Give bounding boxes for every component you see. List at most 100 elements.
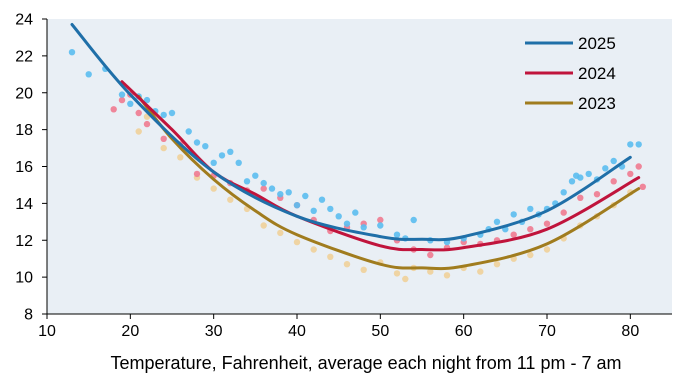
data-point bbox=[227, 148, 234, 155]
data-point bbox=[135, 128, 142, 135]
data-point bbox=[393, 270, 401, 277]
data-point bbox=[168, 109, 176, 117]
data-point bbox=[310, 207, 317, 214]
trend-line-2023 bbox=[137, 94, 641, 271]
x-tick-label: 30 bbox=[205, 323, 223, 340]
y-tick-label: 10 bbox=[15, 270, 33, 287]
x-tick-label: 10 bbox=[38, 323, 56, 340]
data-point bbox=[543, 220, 551, 227]
data-point bbox=[427, 268, 434, 275]
data-point bbox=[527, 226, 534, 233]
data-point bbox=[352, 209, 359, 216]
y-tick-label: 24 bbox=[15, 12, 33, 29]
data-point bbox=[560, 189, 567, 196]
data-point bbox=[577, 174, 584, 181]
data-point bbox=[185, 128, 192, 135]
data-point bbox=[527, 205, 534, 213]
legend-label-2025: 2025 bbox=[578, 34, 616, 53]
data-point bbox=[527, 251, 534, 259]
y-tick-label: 8 bbox=[24, 307, 33, 324]
data-point bbox=[560, 209, 567, 216]
data-point bbox=[252, 172, 259, 179]
data-point bbox=[627, 141, 634, 148]
data-point bbox=[402, 275, 409, 283]
x-tick-label: 40 bbox=[288, 323, 306, 340]
data-point bbox=[110, 106, 117, 113]
data-point bbox=[393, 231, 401, 238]
data-point bbox=[639, 183, 646, 190]
scatter-points bbox=[68, 49, 646, 283]
data-point bbox=[377, 222, 384, 229]
trend-line-2025 bbox=[70, 23, 632, 242]
data-point bbox=[210, 185, 217, 192]
data-point bbox=[85, 71, 92, 78]
data-point bbox=[627, 170, 634, 178]
data-point bbox=[260, 185, 267, 192]
y-tick-label: 12 bbox=[15, 233, 33, 250]
data-point bbox=[343, 261, 351, 268]
data-point bbox=[235, 159, 242, 166]
data-point bbox=[277, 229, 284, 237]
y-tick-label: 16 bbox=[15, 159, 33, 176]
x-tick-label: 80 bbox=[621, 323, 639, 340]
data-point bbox=[377, 216, 384, 224]
data-point bbox=[360, 266, 367, 273]
data-point bbox=[260, 179, 267, 187]
data-point bbox=[285, 189, 292, 196]
x-tick-label: 70 bbox=[538, 323, 556, 340]
data-point bbox=[243, 178, 251, 185]
data-point bbox=[343, 220, 351, 227]
y-tick-label: 20 bbox=[15, 85, 33, 102]
data-point bbox=[493, 261, 501, 268]
data-point bbox=[160, 135, 167, 142]
data-point bbox=[410, 216, 417, 224]
data-point bbox=[277, 191, 284, 198]
data-point bbox=[160, 111, 167, 119]
axes: 10 20 30 40 50 60 70 80 8 10 12 14 16 18 20 22 24 bbox=[15, 12, 672, 340]
data-point bbox=[327, 253, 334, 260]
data-point bbox=[118, 96, 126, 104]
data-point bbox=[193, 170, 201, 178]
data-point bbox=[118, 91, 126, 98]
trend-lines bbox=[70, 23, 641, 271]
data-point bbox=[68, 49, 76, 56]
data-point bbox=[593, 191, 601, 198]
x-tick-label: 20 bbox=[121, 323, 139, 340]
data-point bbox=[302, 192, 309, 200]
data-point bbox=[293, 202, 301, 209]
data-point bbox=[510, 211, 517, 218]
data-point bbox=[260, 222, 267, 229]
data-point bbox=[360, 224, 367, 231]
data-point bbox=[318, 196, 326, 203]
x-tick-label: 50 bbox=[371, 323, 389, 340]
data-point bbox=[160, 144, 167, 152]
data-point bbox=[577, 194, 584, 201]
data-point bbox=[610, 157, 617, 165]
legend: 2025 2024 2023 bbox=[525, 34, 616, 113]
data-point bbox=[127, 100, 134, 108]
points-2025 bbox=[68, 49, 642, 246]
data-point bbox=[193, 139, 201, 146]
data-point bbox=[143, 96, 151, 104]
data-point bbox=[310, 246, 317, 253]
data-point bbox=[635, 163, 642, 170]
data-point bbox=[143, 120, 151, 128]
legend-label-2023: 2023 bbox=[578, 94, 616, 113]
data-point bbox=[427, 251, 434, 259]
data-point bbox=[218, 152, 226, 159]
plot-background bbox=[47, 19, 672, 314]
data-point bbox=[135, 109, 142, 117]
data-point bbox=[327, 205, 334, 213]
data-point bbox=[202, 143, 209, 150]
x-tick-label: 60 bbox=[455, 323, 473, 340]
data-point bbox=[585, 170, 592, 178]
data-point bbox=[293, 238, 301, 246]
data-point bbox=[335, 213, 342, 220]
data-point bbox=[568, 178, 576, 185]
x-axis-title: Temperature, Fahrenheit, average each ni… bbox=[111, 353, 622, 373]
data-point bbox=[602, 165, 609, 172]
y-tick-label: 22 bbox=[15, 48, 33, 65]
data-point bbox=[610, 178, 617, 185]
